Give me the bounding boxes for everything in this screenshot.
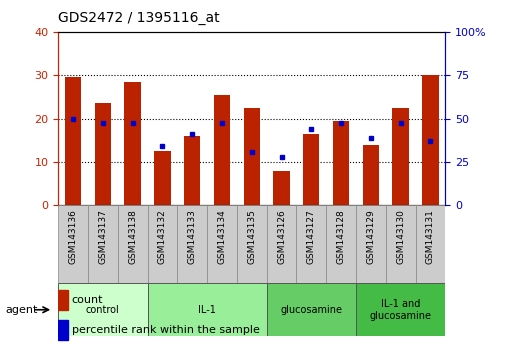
Bar [184,136,200,205]
Text: count: count [72,295,103,305]
Text: IL-1 and
glucosamine: IL-1 and glucosamine [369,299,431,321]
Text: GSM143130: GSM143130 [395,209,405,264]
Text: GSM143126: GSM143126 [276,209,285,264]
Bar [124,82,140,205]
Bar [94,103,111,205]
Text: GSM143136: GSM143136 [69,209,77,264]
Bar [266,283,355,336]
Bar [213,95,230,205]
Text: agent: agent [5,305,37,315]
Bar [326,205,355,283]
Bar [58,283,147,336]
Text: GSM143134: GSM143134 [217,209,226,264]
Bar [296,205,326,283]
Bar [177,205,207,283]
Text: GSM143128: GSM143128 [336,209,345,264]
Bar [355,205,385,283]
Bar [362,144,378,205]
Bar [88,205,118,283]
Bar [58,205,88,283]
Text: GDS2472 / 1395116_at: GDS2472 / 1395116_at [58,11,219,25]
Bar [243,108,260,205]
Text: GSM143129: GSM143129 [366,209,375,264]
Bar [421,75,438,205]
Text: control: control [86,305,120,315]
Text: GSM143132: GSM143132 [158,209,167,264]
Text: IL-1: IL-1 [198,305,216,315]
Bar [147,283,266,336]
Bar [273,171,289,205]
Text: glucosamine: glucosamine [280,305,341,315]
Text: GSM143135: GSM143135 [247,209,256,264]
Bar [266,205,296,283]
Bar [154,151,170,205]
Text: GSM143138: GSM143138 [128,209,137,264]
Bar [58,320,68,340]
Bar [355,283,444,336]
Bar [147,205,177,283]
Bar [392,108,408,205]
Text: percentile rank within the sample: percentile rank within the sample [72,325,259,335]
Bar [65,78,81,205]
Text: GSM143127: GSM143127 [306,209,315,264]
Bar [302,134,319,205]
Bar [415,205,444,283]
Bar [207,205,236,283]
Bar [332,121,348,205]
Bar [58,290,68,310]
Bar [236,205,266,283]
Text: GSM143131: GSM143131 [425,209,434,264]
Bar [385,205,415,283]
Text: GSM143133: GSM143133 [187,209,196,264]
Bar [118,205,147,283]
Text: GSM143137: GSM143137 [98,209,107,264]
